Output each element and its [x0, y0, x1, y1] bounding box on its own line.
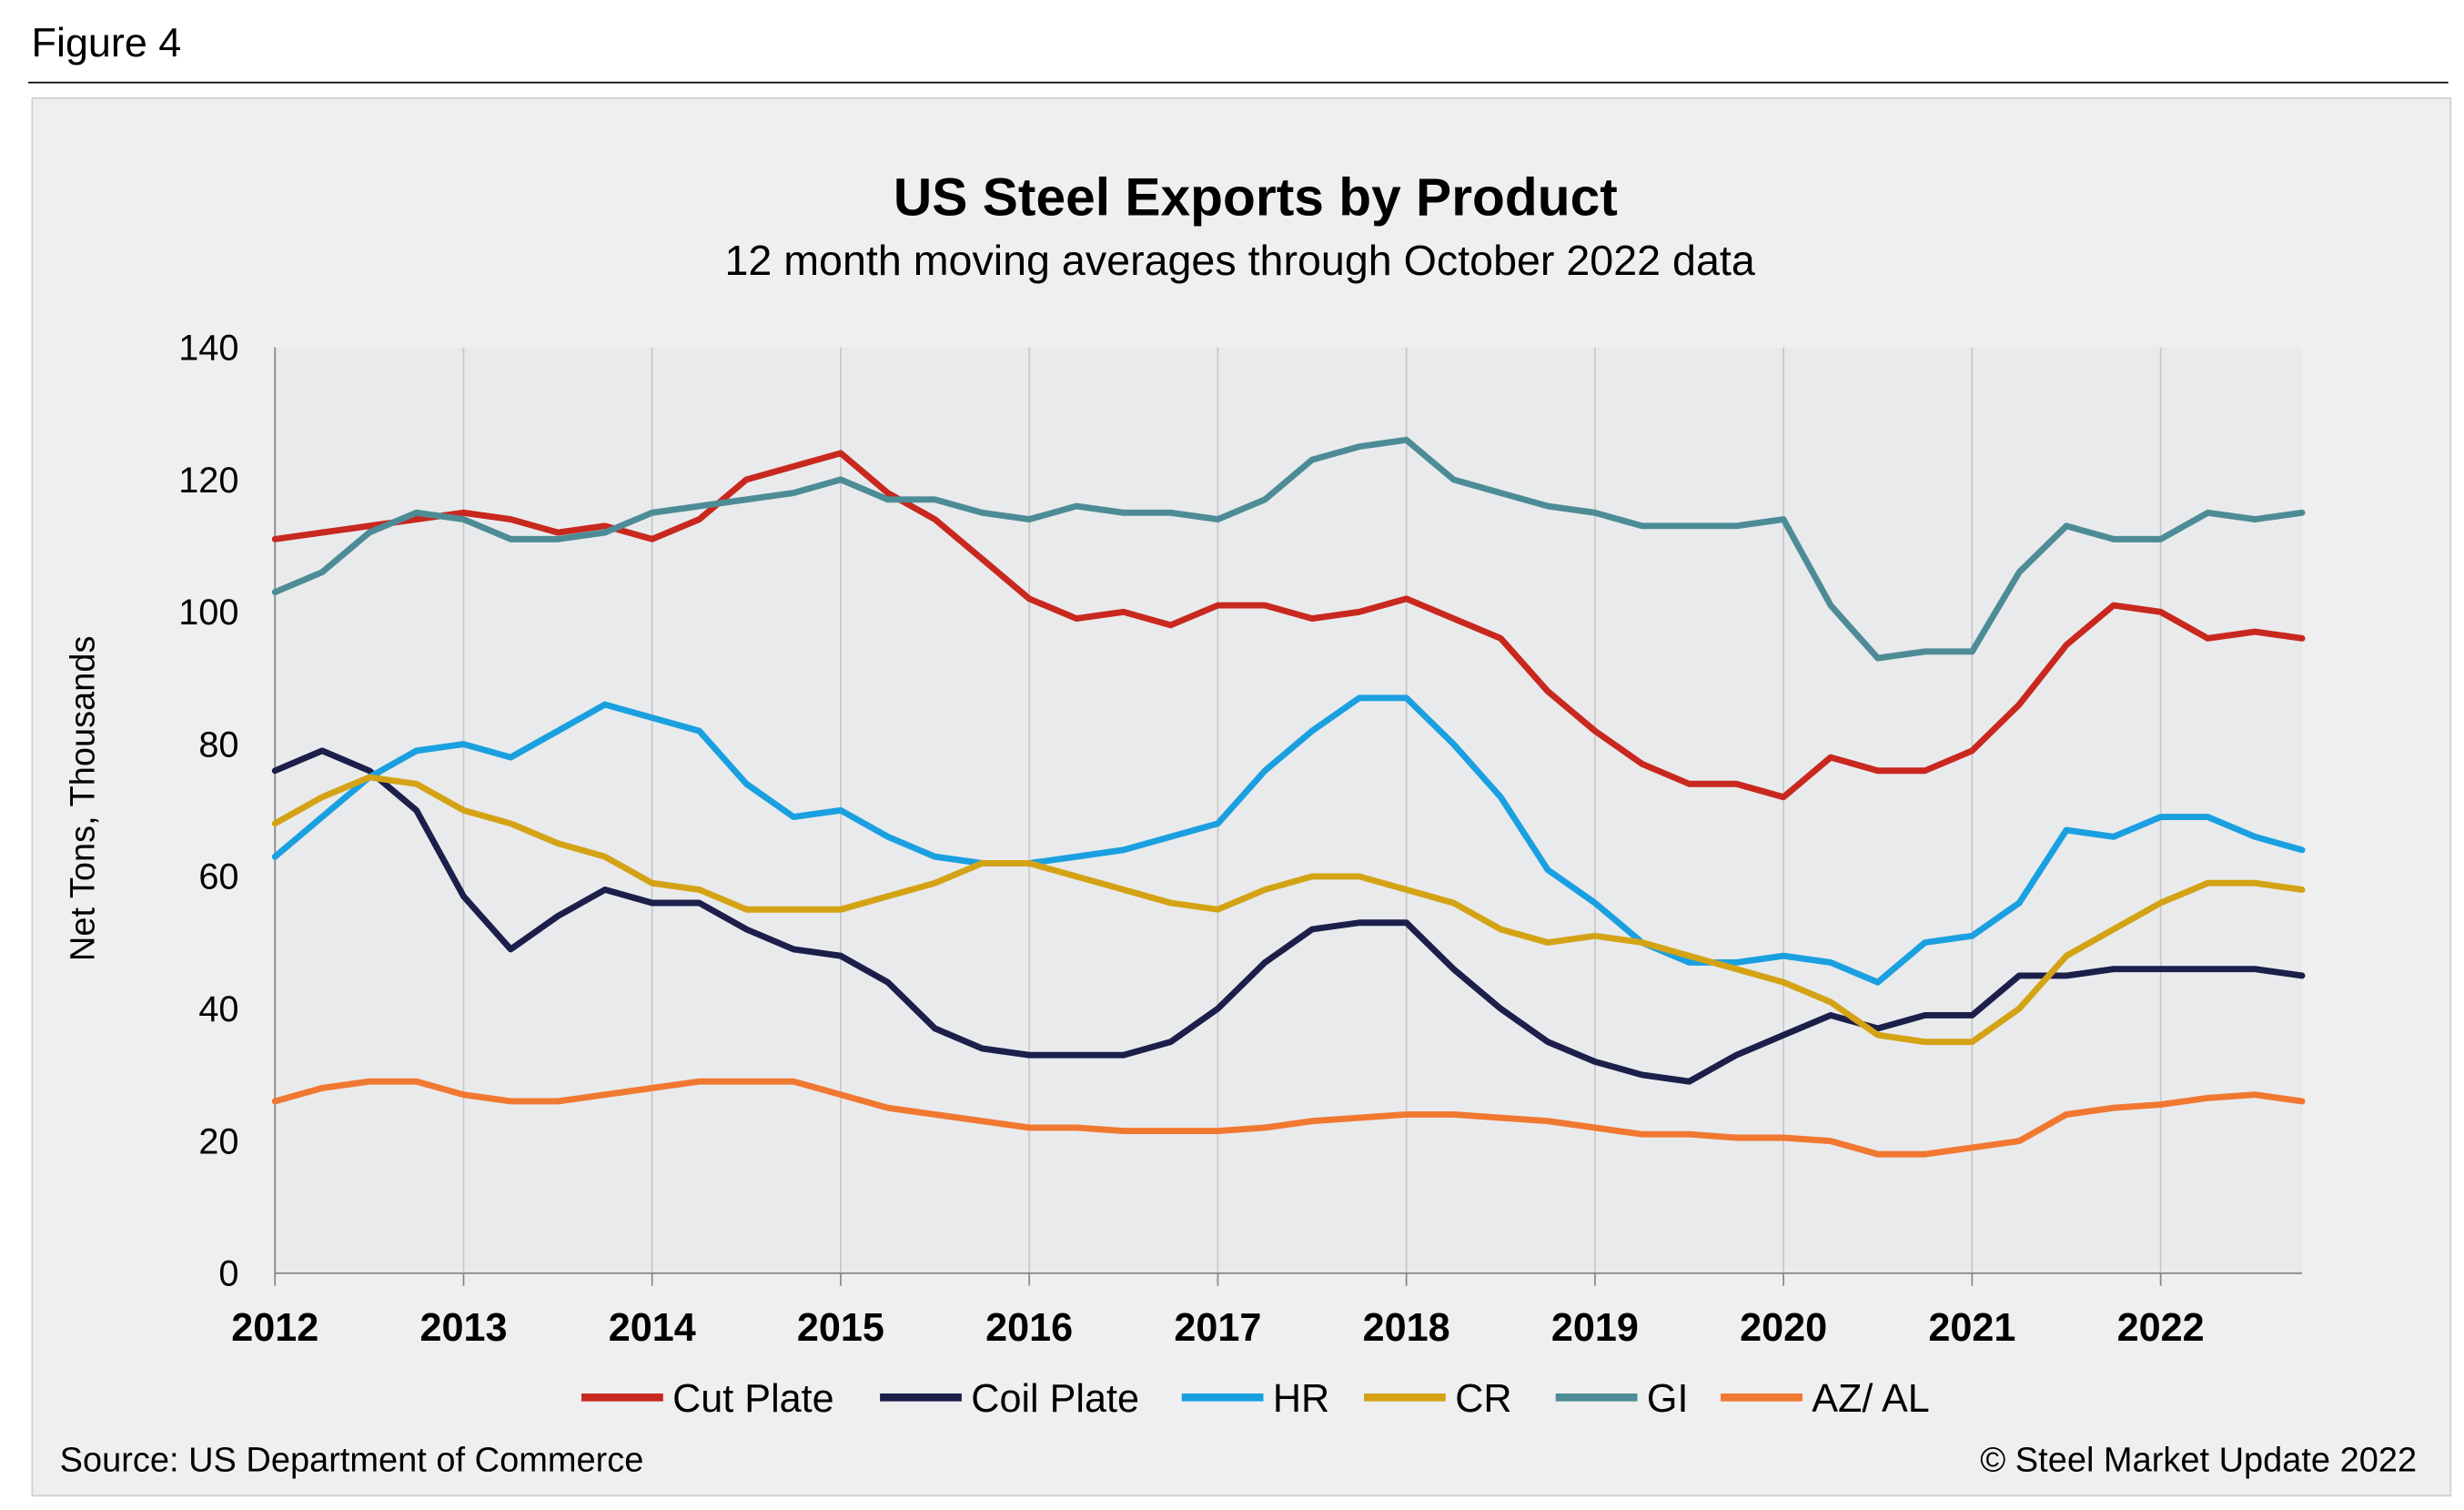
legend-item: Coil Plate	[880, 1377, 1139, 1421]
x-tick-label: 2021	[1928, 1306, 2015, 1350]
x-tick-label: 2022	[2117, 1306, 2205, 1350]
y-tick-label: 120	[178, 461, 238, 501]
x-tick-label: 2013	[419, 1306, 507, 1350]
x-tick-label: 2019	[1551, 1306, 1639, 1350]
plot-area	[275, 347, 2303, 1273]
series-line-cr	[271, 774, 2306, 1046]
legend-label: Coil Plate	[971, 1377, 1139, 1421]
legend-item: AZ/ AL	[1721, 1377, 1930, 1421]
x-tick-label: 2020	[1740, 1306, 1827, 1350]
legend-label: Cut Plate	[672, 1377, 834, 1421]
chart-subtitle: 12 month moving averages through October…	[724, 237, 1754, 284]
series-line-coil-plate	[271, 747, 2306, 1085]
x-tick-label: 2012	[231, 1306, 318, 1350]
legend-item: HR	[1181, 1377, 1329, 1421]
legend-item: Cut Plate	[581, 1377, 834, 1421]
x-tick-label: 2014	[609, 1306, 696, 1350]
figure-rule	[28, 81, 2449, 84]
x-tick-label: 2015	[797, 1306, 884, 1350]
chart-title: US Steel Exports by Product	[894, 168, 1618, 228]
legend-label: GI	[1647, 1377, 1689, 1421]
x-tick-label: 2018	[1363, 1306, 1450, 1350]
series-line-gi	[271, 436, 2306, 662]
y-tick-label: 0	[218, 1254, 238, 1294]
y-tick-label: 140	[178, 328, 238, 368]
x-tick-label: 2017	[1174, 1306, 1261, 1350]
legend-item: CR	[1364, 1377, 1512, 1421]
figure-label: Figure 4	[31, 18, 182, 66]
copyright-note: © Steel Market Update 2022	[1980, 1441, 2417, 1479]
x-tick-label: 2016	[985, 1306, 1073, 1350]
y-tick-label: 80	[198, 725, 238, 765]
y-tick-label: 60	[198, 857, 238, 897]
legend-item: GI	[1555, 1377, 1689, 1421]
series-line-hr	[271, 694, 2306, 986]
y-tick-label: 100	[178, 593, 238, 633]
y-axis-label: Net Tons, Thousands	[65, 636, 103, 962]
series-line-az-al	[271, 1078, 2306, 1158]
source-note: Source: US Department of Commerce	[60, 1441, 644, 1479]
legend-label: HR	[1273, 1377, 1329, 1421]
legend-label: AZ/ AL	[1812, 1377, 1930, 1421]
y-tick-label: 40	[198, 989, 238, 1029]
y-tick-label: 20	[198, 1121, 238, 1161]
legend-label: CR	[1455, 1377, 1511, 1421]
